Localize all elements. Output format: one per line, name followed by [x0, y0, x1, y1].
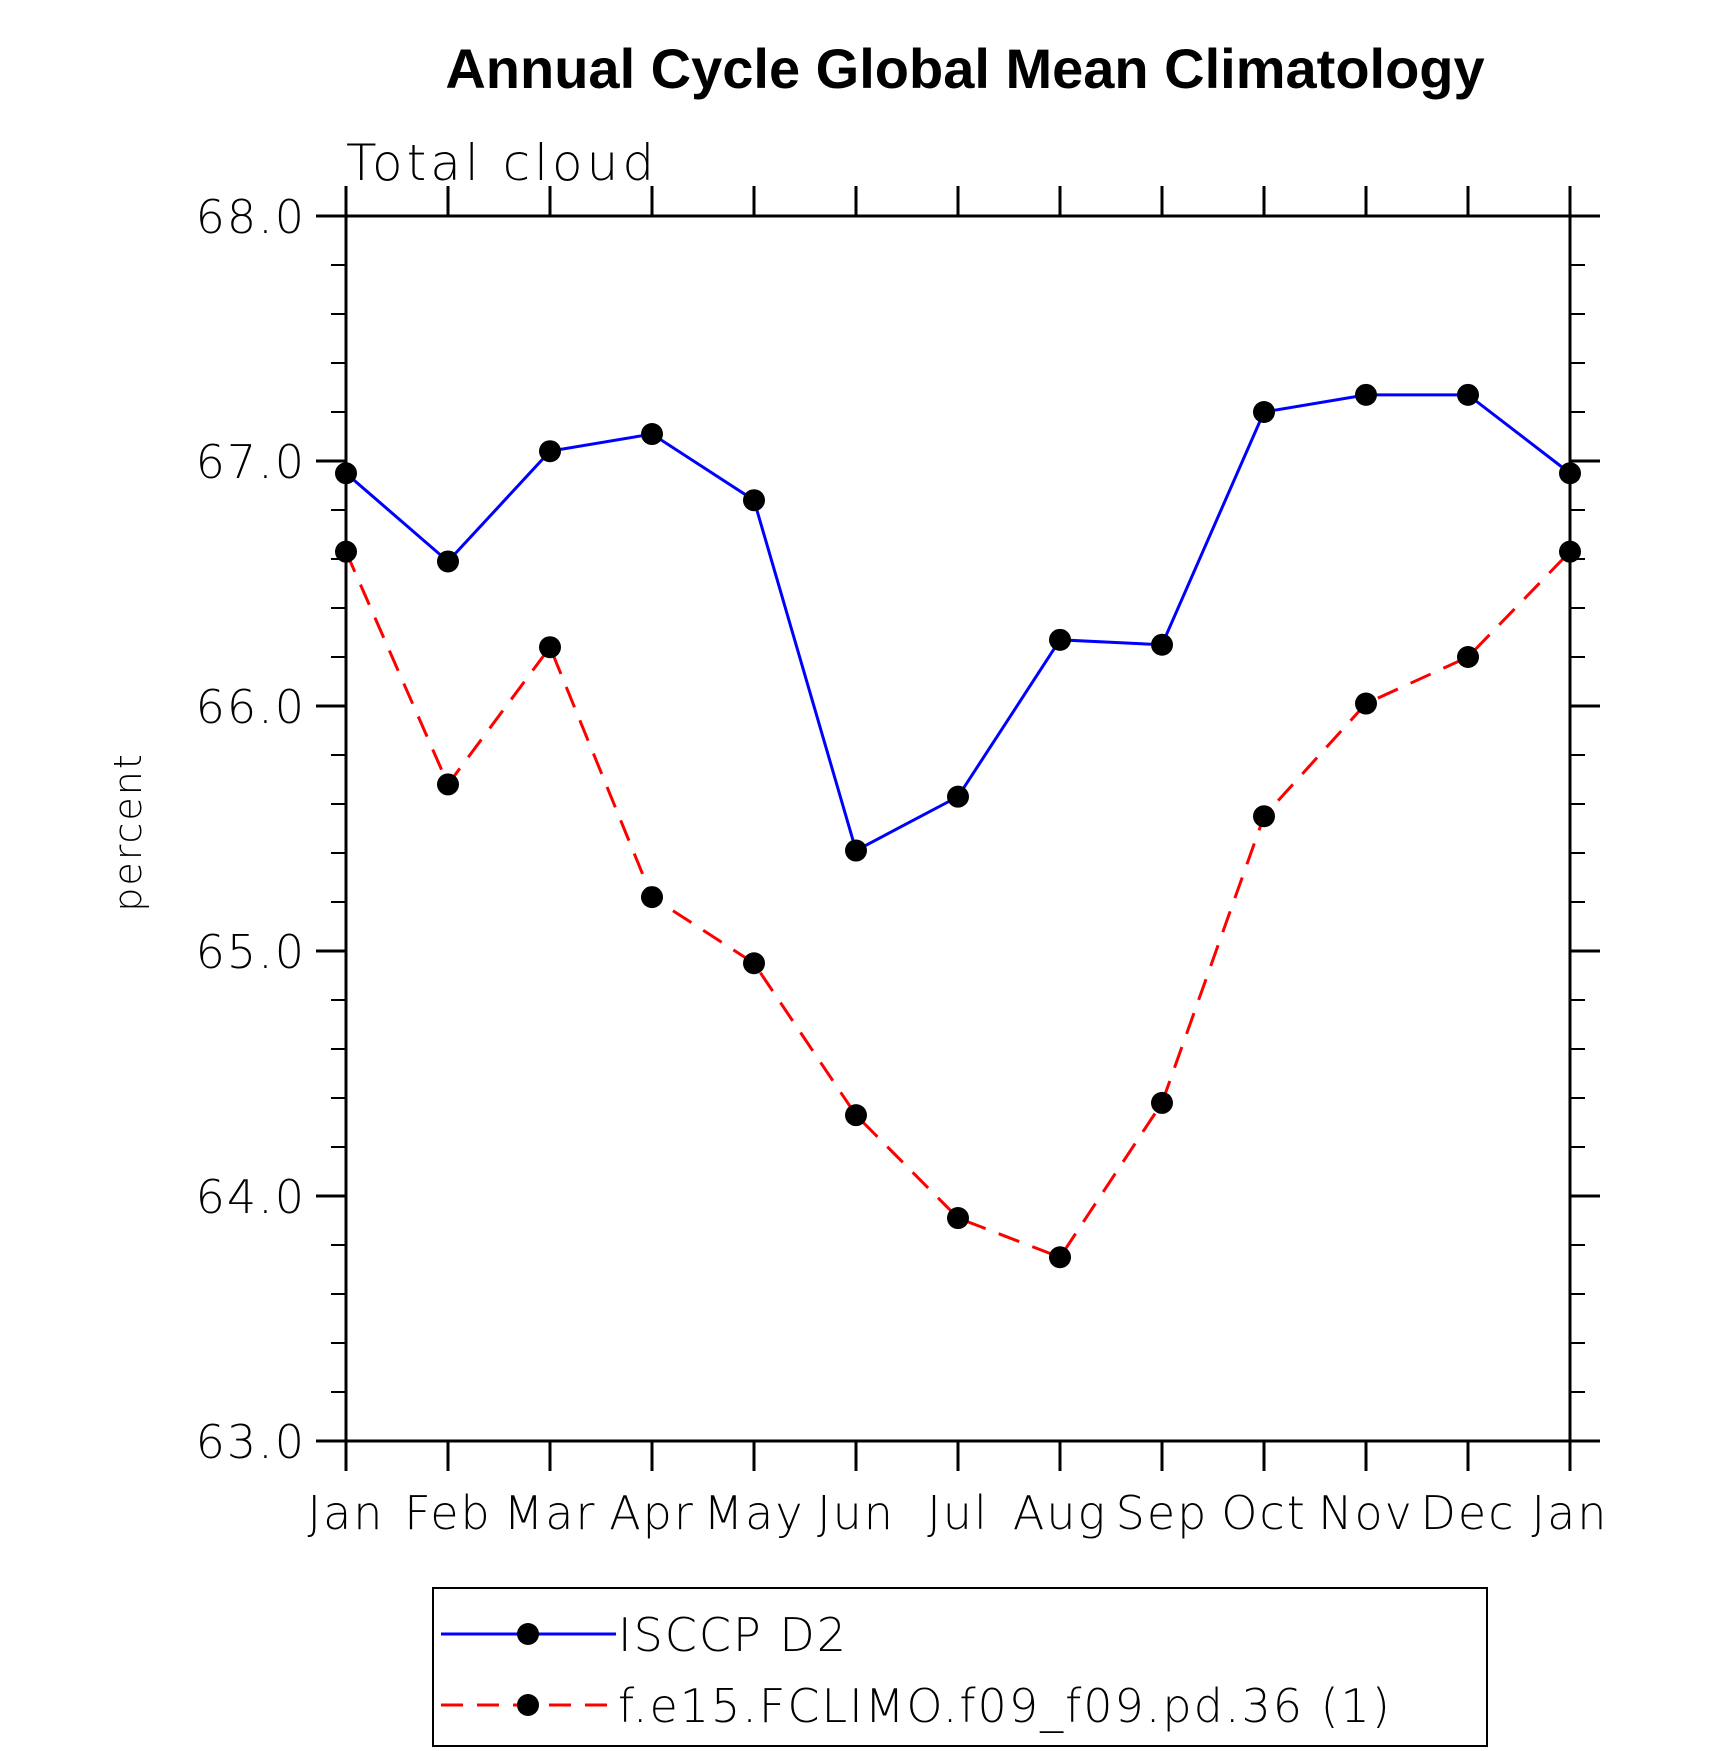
x-tick-label: Nov: [1318, 1486, 1414, 1540]
legend-box: [432, 1587, 1488, 1747]
data-point: [437, 773, 459, 796]
data-point: [1457, 383, 1479, 406]
y-tick-label: 63.0: [196, 1415, 306, 1469]
x-tick-label: May: [703, 1486, 804, 1540]
data-point: [1049, 628, 1071, 651]
legend-marker: [517, 1694, 539, 1716]
y-tick-label: 68.0: [196, 190, 306, 244]
data-point: [1355, 692, 1377, 715]
data-point: [1253, 401, 1275, 423]
chart-title: Annual Cycle Global Mean Climatology: [445, 37, 1484, 100]
data-point: [335, 462, 357, 485]
x-tick-label: Jul: [927, 1486, 989, 1540]
y-tick-label: 64.0: [196, 1170, 306, 1224]
data-point: [1151, 1091, 1173, 1114]
series-line: [344, 550, 1572, 1260]
x-tick-label: Apr: [609, 1486, 695, 1540]
data-point: [947, 785, 969, 808]
data-point: [641, 886, 663, 909]
x-tick-label: Jan: [308, 1486, 385, 1540]
y-tick-label: 67.0: [196, 435, 306, 489]
data-point: [539, 440, 561, 463]
x-tick-label: Aug: [1013, 1486, 1107, 1540]
legend-entry-2: f.e15.FCLIMO.f09_f09.pd.36 (1): [441, 1679, 1392, 1733]
x-tick-label: Sep: [1116, 1486, 1209, 1540]
y-tick-label: 65.0: [196, 925, 306, 979]
data-point: [947, 1207, 969, 1230]
series-layer: [335, 383, 1581, 1269]
data-point: [743, 952, 765, 975]
x-tick-label: Dec: [1420, 1486, 1515, 1540]
data-point: [1049, 1246, 1071, 1269]
data-point: [1559, 540, 1581, 563]
data-point: [1253, 805, 1275, 828]
y-axis-label: percent: [106, 752, 150, 912]
data-point: [1457, 646, 1479, 668]
data-point: [437, 550, 459, 573]
data-point: [539, 636, 561, 659]
data-point: [845, 1104, 867, 1127]
chart-subtitle: Total cloud: [346, 134, 658, 192]
legend-label: ISCCP D2: [618, 1608, 848, 1662]
series-1: [335, 383, 1581, 862]
x-tick-label: Jan: [1532, 1486, 1609, 1540]
x-tick-label: Mar: [504, 1486, 597, 1540]
x-tick-label: Feb: [404, 1486, 491, 1540]
y-tick-label: 66.0: [196, 680, 306, 734]
legend-marker: [517, 1623, 539, 1645]
series-line: [345, 393, 1571, 853]
data-point: [641, 423, 663, 446]
data-point: [845, 839, 867, 862]
data-point: [1151, 633, 1173, 656]
data-point: [1559, 462, 1581, 485]
data-point: [743, 489, 765, 512]
data-point: [335, 540, 357, 563]
data-point: [1355, 383, 1377, 406]
plot-frame: [344, 214, 1572, 1443]
x-tick-label: Oct: [1221, 1486, 1307, 1540]
legend-label: f.e15.FCLIMO.f09_f09.pd.36 (1): [618, 1679, 1392, 1733]
legend-entry-1: ISCCP D2: [441, 1608, 848, 1662]
series-2: [335, 540, 1581, 1269]
legend: ISCCP D2 f.e15.FCLIMO.f09_f09.pd.36 (1): [432, 1587, 1488, 1747]
x-tick-label: Jun: [817, 1486, 895, 1540]
